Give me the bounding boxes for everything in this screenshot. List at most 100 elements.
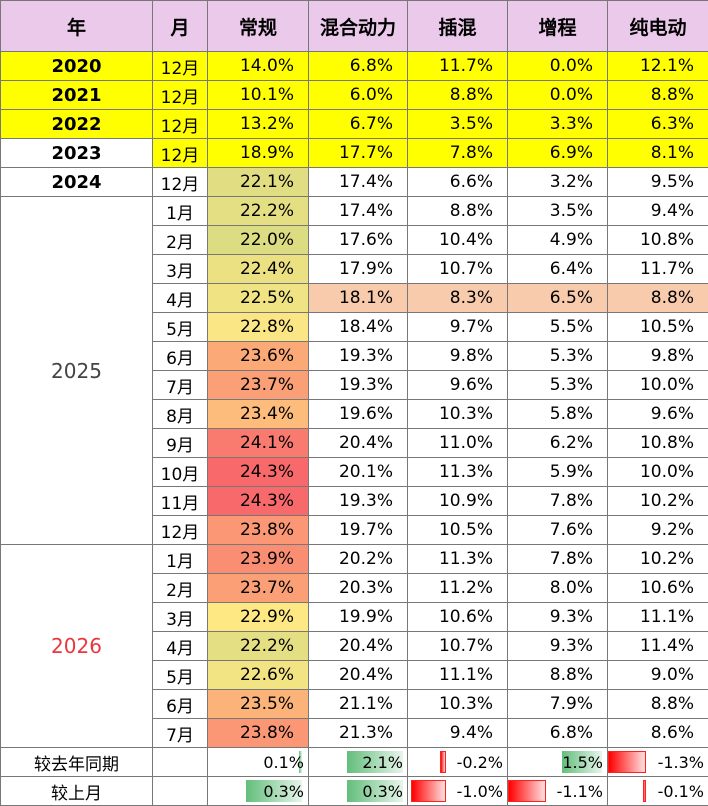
value-cell: 8.8% <box>608 284 708 313</box>
column-header: 增程 <box>508 1 608 52</box>
data-bar <box>440 751 446 773</box>
value-cell: 7.8% <box>508 545 608 574</box>
value-cell: 8.3% <box>408 284 508 313</box>
year-cell: 2023 <box>1 139 153 168</box>
value-cell: 6.2% <box>508 429 608 458</box>
month-cell: 1月 <box>153 197 208 226</box>
column-header: 月 <box>153 1 208 52</box>
comparison-value: -1.1% <box>557 782 603 801</box>
value-cell: 10.0% <box>608 458 708 487</box>
value-cell: 9.7% <box>408 313 508 342</box>
comparison-value: -1.0% <box>457 782 503 801</box>
month-cell: 4月 <box>153 284 208 313</box>
value-cell: 18.9% <box>208 139 309 168</box>
value-cell: 10.6% <box>608 574 708 603</box>
month-cell: 5月 <box>153 661 208 690</box>
value-cell: 23.7% <box>208 574 309 603</box>
comparison-cell: -1.3% <box>608 748 708 777</box>
comparison-cell: 1.5% <box>508 748 608 777</box>
value-cell: 10.8% <box>608 226 708 255</box>
column-header: 年 <box>1 1 153 52</box>
data-bar <box>643 780 646 802</box>
comparison-value: -0.1% <box>658 782 704 801</box>
value-cell: 14.0% <box>208 52 309 81</box>
value-cell: 10.8% <box>608 429 708 458</box>
comparison-cell: -0.1% <box>608 777 708 806</box>
comparison-cell: 0.3% <box>208 777 309 806</box>
value-cell: 13.2% <box>208 110 309 139</box>
column-header: 混合动力 <box>309 1 408 52</box>
comparison-value: -1.3% <box>658 753 704 772</box>
value-cell: 17.6% <box>309 226 408 255</box>
column-header: 纯电动 <box>608 1 708 52</box>
value-cell: 23.7% <box>208 371 309 400</box>
value-cell: 22.0% <box>208 226 309 255</box>
month-cell: 11月 <box>153 487 208 516</box>
value-cell: 11.0% <box>408 429 508 458</box>
value-cell: 10.0% <box>608 371 708 400</box>
value-cell: 22.5% <box>208 284 309 313</box>
value-cell: 9.6% <box>608 400 708 429</box>
month-cell: 12月 <box>153 168 208 197</box>
value-cell: 3.2% <box>508 168 608 197</box>
value-cell: 12.1% <box>608 52 708 81</box>
value-cell: 22.8% <box>208 313 309 342</box>
value-cell: 5.5% <box>508 313 608 342</box>
value-cell: 11.1% <box>608 603 708 632</box>
comparison-label: 较去年同期 <box>1 748 153 777</box>
value-cell: 10.4% <box>408 226 508 255</box>
comparison-value: 0.1% <box>263 753 304 772</box>
value-cell: 6.0% <box>309 81 408 110</box>
month-cell: 7月 <box>153 719 208 748</box>
year-cell: 2020 <box>1 52 153 81</box>
value-cell: 10.7% <box>408 255 508 284</box>
value-cell: 22.1% <box>208 168 309 197</box>
value-cell: 20.4% <box>309 632 408 661</box>
year-cell: 2021 <box>1 81 153 110</box>
value-cell: 9.4% <box>408 719 508 748</box>
value-cell: 23.6% <box>208 342 309 371</box>
month-cell: 1月 <box>153 545 208 574</box>
value-cell: 23.8% <box>208 516 309 545</box>
value-cell: 0.0% <box>508 52 608 81</box>
month-cell: 12月 <box>153 81 208 110</box>
comparison-cell: 0.1% <box>208 748 309 777</box>
month-cell: 3月 <box>153 255 208 284</box>
value-cell: 24.1% <box>208 429 309 458</box>
column-header: 插混 <box>408 1 508 52</box>
value-cell: 0.0% <box>508 81 608 110</box>
value-cell: 19.6% <box>309 400 408 429</box>
month-cell: 4月 <box>153 632 208 661</box>
value-cell: 17.9% <box>309 255 408 284</box>
value-cell: 19.3% <box>309 371 408 400</box>
month-cell: 12月 <box>153 110 208 139</box>
data-bar <box>411 780 446 802</box>
value-cell: 10.5% <box>408 516 508 545</box>
value-cell: 11.1% <box>408 661 508 690</box>
value-cell: 3.5% <box>408 110 508 139</box>
value-cell: 5.8% <box>508 400 608 429</box>
month-cell: 9月 <box>153 429 208 458</box>
comparison-label: 较上月 <box>1 777 153 806</box>
value-cell: 4.9% <box>508 226 608 255</box>
month-cell: 7月 <box>153 371 208 400</box>
month-cell: 10月 <box>153 458 208 487</box>
value-cell: 8.8% <box>408 197 508 226</box>
value-cell: 9.2% <box>608 516 708 545</box>
value-cell: 7.8% <box>408 139 508 168</box>
comparison-cell: -0.2% <box>408 748 508 777</box>
value-cell: 9.8% <box>408 342 508 371</box>
value-cell: 8.6% <box>608 719 708 748</box>
value-cell: 7.9% <box>508 690 608 719</box>
value-cell: 8.8% <box>608 81 708 110</box>
value-cell: 10.2% <box>608 487 708 516</box>
